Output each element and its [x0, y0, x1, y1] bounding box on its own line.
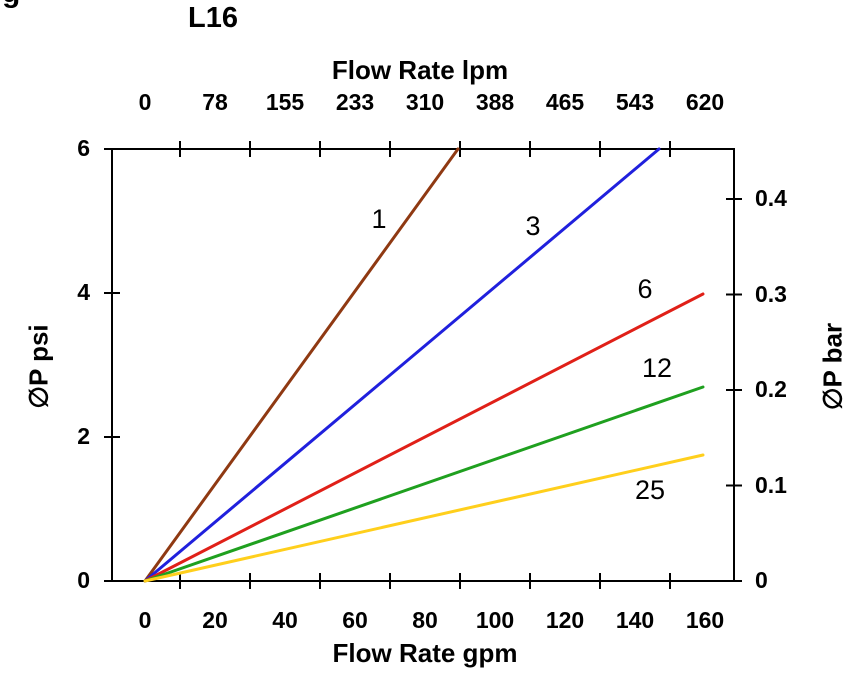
bottom-tick-label: 120 — [545, 607, 585, 633]
right-tick-label: 0.4 — [755, 185, 787, 211]
top-tick-label: 620 — [685, 89, 725, 115]
right-tick-label: 0.2 — [755, 376, 787, 402]
right-tick-label: 0 — [755, 567, 768, 593]
top-tick-label: 155 — [265, 89, 305, 115]
bottom-tick-label: 140 — [615, 607, 655, 633]
top-tick-label: 310 — [405, 89, 445, 115]
cropped-text-artifact: g — [0, 0, 30, 8]
bottom-axis-title: Flow Rate gpm — [332, 638, 518, 668]
right-tick-label: 0.1 — [755, 471, 787, 498]
series-line-1 — [143, 147, 460, 583]
bottom-tick-label: 20 — [202, 607, 228, 633]
series-line-12 — [143, 385, 705, 583]
bottom-tick-label: 40 — [272, 607, 298, 633]
series-line-25 — [143, 453, 705, 583]
bottom-tick-marks — [179, 573, 671, 589]
left-axis-title: ∅P psi — [23, 324, 54, 409]
series-line-6 — [143, 292, 705, 583]
right-tick-marks — [726, 198, 742, 582]
bottom-tick-label: 160 — [685, 607, 725, 633]
bottom-tick-label: 100 — [475, 607, 515, 633]
series-label-3: 3 — [525, 211, 541, 241]
bottom-tick-label: 0 — [138, 607, 152, 633]
series-label-25: 25 — [634, 475, 666, 505]
right-axis-title: ∅P bar — [817, 322, 848, 411]
series-line-3 — [143, 147, 661, 583]
top-tick-label: 388 — [475, 89, 515, 115]
top-tick-label: 0 — [138, 89, 152, 115]
series-label-12: 12 — [641, 353, 673, 383]
right-tick-label: 0.3 — [755, 280, 787, 307]
top-tick-label: 543 — [615, 89, 655, 115]
top-tick-label: 233 — [335, 89, 375, 115]
top-axis-title: Flow Rate lpm — [331, 55, 509, 85]
top-tick-label: 78 — [202, 89, 228, 115]
series-label-1: 1 — [371, 204, 387, 234]
chart-title: L16 — [188, 2, 238, 34]
series-label-6: 6 — [637, 274, 653, 304]
left-tick-label: 0 — [77, 567, 90, 593]
top-tick-marks — [179, 141, 671, 157]
bottom-tick-label: 80 — [412, 607, 438, 633]
plot-frame — [111, 148, 735, 582]
left-tick-marks — [104, 148, 120, 582]
left-tick-label: 2 — [77, 423, 90, 449]
left-tick-label: 6 — [77, 135, 90, 161]
top-tick-label: 465 — [545, 89, 585, 115]
bottom-tick-label: 60 — [342, 607, 368, 633]
left-tick-label: 4 — [77, 279, 90, 305]
